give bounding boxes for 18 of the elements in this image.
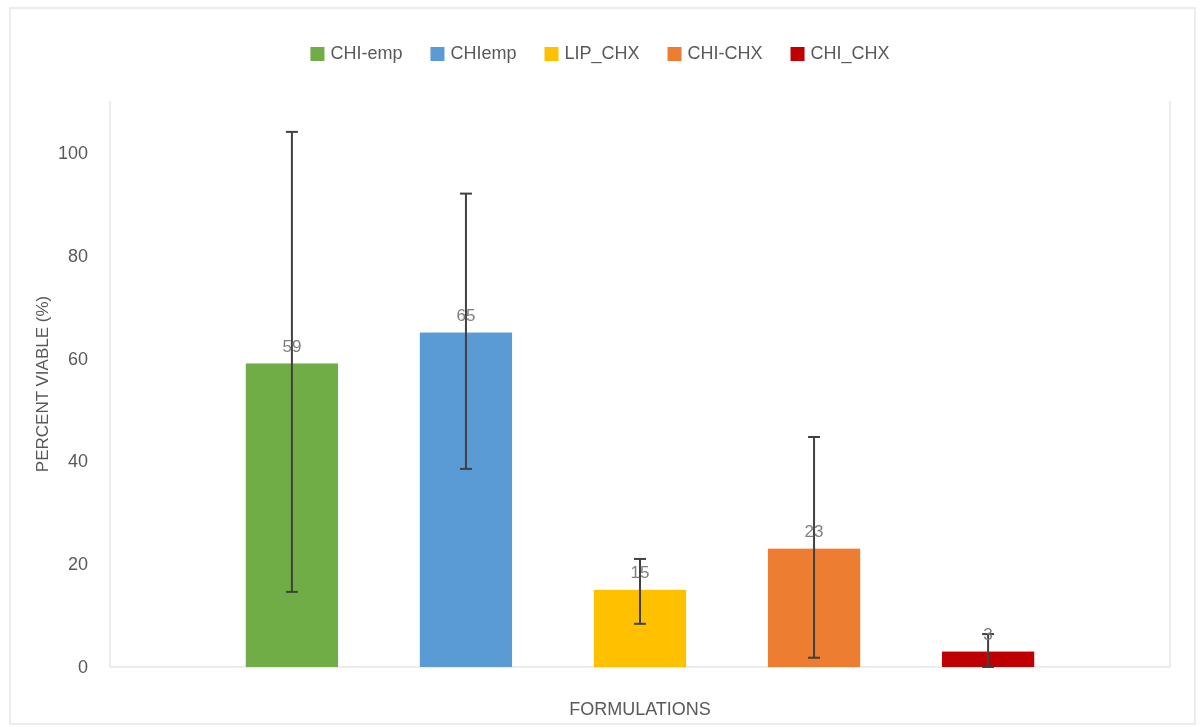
y-axis-title: PERCENT VIABLE (%) <box>33 295 52 473</box>
y-tick-label: 0 <box>77 657 88 678</box>
bar <box>767 548 861 667</box>
legend-label: LIP_CHX <box>564 42 640 64</box>
y-tick-label: 60 <box>67 348 88 369</box>
y-tick-label: 100 <box>57 142 88 163</box>
legend-label: CHI-CHX <box>687 42 763 63</box>
bar <box>419 332 513 667</box>
y-tick-label: 20 <box>67 554 88 575</box>
y-tick-label: 80 <box>67 245 88 266</box>
bar <box>593 589 687 667</box>
x-axis-title: FORMULATIONS <box>569 699 711 719</box>
legend-label: CHIemp <box>450 42 517 63</box>
bar <box>245 363 339 667</box>
y-tick-label: 40 <box>67 451 88 472</box>
bar <box>941 651 1035 667</box>
legend-label: CHI-emp <box>330 42 403 63</box>
legend-label: CHI_CHX <box>810 42 890 64</box>
